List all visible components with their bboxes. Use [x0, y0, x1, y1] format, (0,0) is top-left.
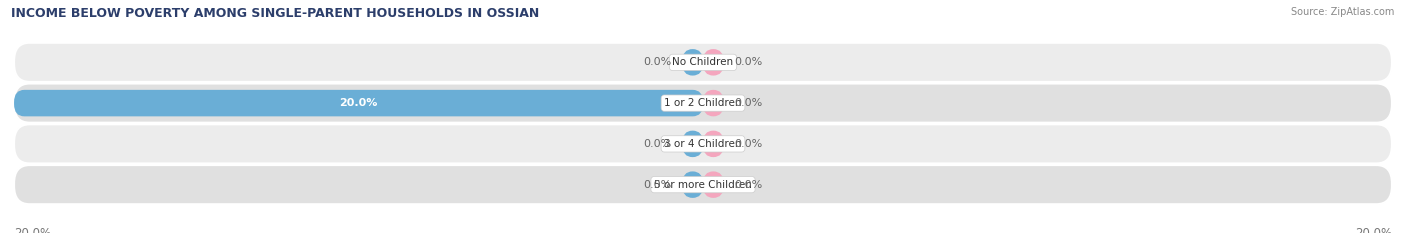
FancyBboxPatch shape: [14, 83, 1392, 123]
Text: 0.0%: 0.0%: [644, 57, 672, 67]
Text: Source: ZipAtlas.com: Source: ZipAtlas.com: [1291, 7, 1395, 17]
FancyBboxPatch shape: [14, 43, 1392, 82]
Text: 20.0%: 20.0%: [339, 98, 378, 108]
FancyBboxPatch shape: [14, 90, 703, 116]
Text: 5 or more Children: 5 or more Children: [654, 180, 752, 190]
Text: 0.0%: 0.0%: [734, 57, 762, 67]
Text: 1 or 2 Children: 1 or 2 Children: [664, 98, 742, 108]
Text: 0.0%: 0.0%: [734, 98, 762, 108]
Text: 20.0%: 20.0%: [14, 227, 51, 233]
Text: 3 or 4 Children: 3 or 4 Children: [664, 139, 742, 149]
Text: 0.0%: 0.0%: [734, 180, 762, 190]
FancyBboxPatch shape: [682, 131, 703, 157]
FancyBboxPatch shape: [682, 171, 703, 198]
FancyBboxPatch shape: [14, 124, 1392, 164]
FancyBboxPatch shape: [703, 49, 724, 75]
FancyBboxPatch shape: [14, 165, 1392, 204]
FancyBboxPatch shape: [682, 49, 703, 75]
FancyBboxPatch shape: [703, 171, 724, 198]
Text: 0.0%: 0.0%: [644, 139, 672, 149]
Text: No Children: No Children: [672, 57, 734, 67]
Text: 0.0%: 0.0%: [644, 180, 672, 190]
Text: INCOME BELOW POVERTY AMONG SINGLE-PARENT HOUSEHOLDS IN OSSIAN: INCOME BELOW POVERTY AMONG SINGLE-PARENT…: [11, 7, 540, 20]
Text: 0.0%: 0.0%: [734, 139, 762, 149]
FancyBboxPatch shape: [703, 90, 724, 116]
Text: 20.0%: 20.0%: [1355, 227, 1392, 233]
FancyBboxPatch shape: [703, 131, 724, 157]
